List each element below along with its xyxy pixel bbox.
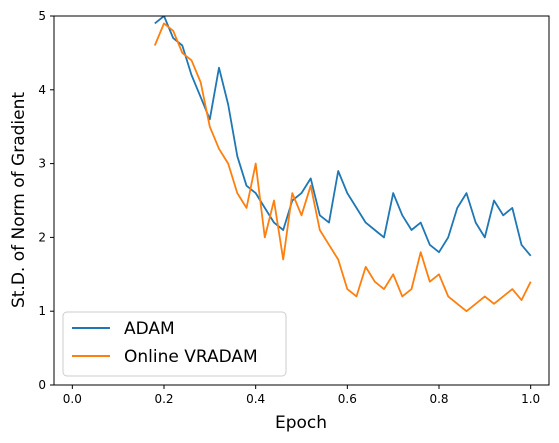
legend: ADAM Online VRADAM bbox=[62, 311, 287, 377]
y-axis-ticks: 0 1 2 3 4 5 bbox=[38, 9, 54, 392]
series-layer bbox=[153, 16, 532, 313]
x-tick-label: 1.0 bbox=[521, 392, 540, 406]
y-axis-label: St.D. of Norm of Gradient bbox=[9, 92, 29, 308]
x-axis-label: Epoch bbox=[275, 413, 327, 433]
y-tick-label: 1 bbox=[38, 304, 46, 318]
series-line-adam bbox=[154, 16, 532, 257]
legend-label-online-vradam: Online VRADAM bbox=[124, 347, 258, 367]
plot-frame bbox=[53, 15, 550, 386]
y-tick-label: 0 bbox=[38, 378, 46, 392]
legend-label-adam: ADAM bbox=[124, 319, 175, 339]
x-tick-label: 0.4 bbox=[246, 392, 265, 406]
x-tick-label: 0.6 bbox=[338, 392, 357, 406]
y-tick-label: 4 bbox=[38, 83, 46, 97]
x-axis-ticks: 0.0 0.2 0.4 0.6 0.8 1.0 bbox=[63, 385, 540, 406]
series-line-online-vradam bbox=[153, 22, 532, 313]
legend-box bbox=[62, 311, 287, 377]
x-tick-label: 0.8 bbox=[429, 392, 448, 406]
y-tick-label: 5 bbox=[38, 9, 46, 23]
y-tick-label: 3 bbox=[38, 157, 46, 171]
y-tick-label: 2 bbox=[38, 230, 46, 244]
x-tick-label: 0.2 bbox=[154, 392, 173, 406]
x-tick-label: 0.0 bbox=[63, 392, 82, 406]
